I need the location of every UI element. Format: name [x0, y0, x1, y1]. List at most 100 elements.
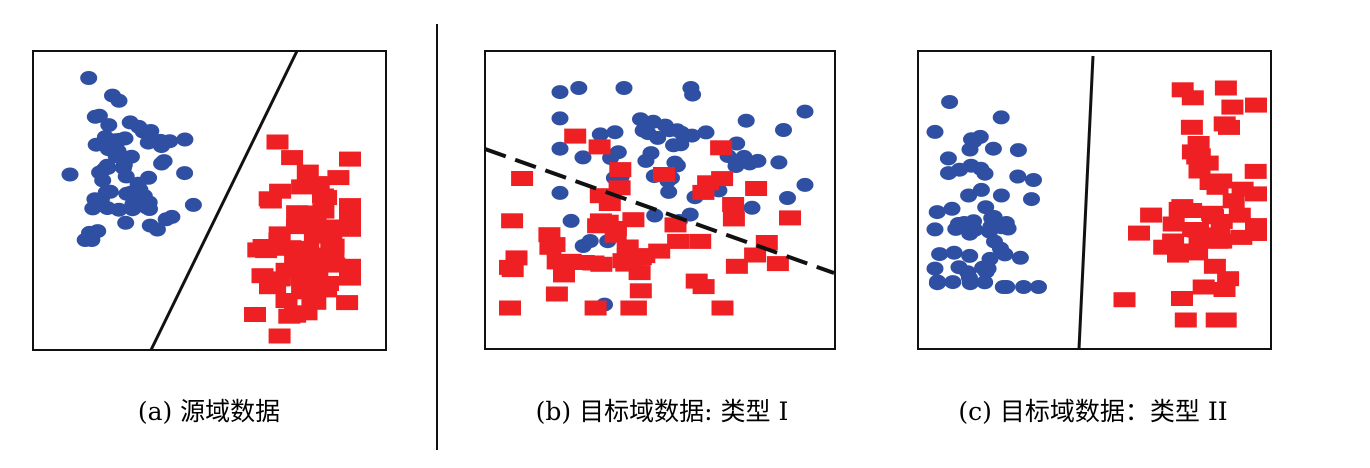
red-point: [1221, 99, 1244, 115]
blue-point: [683, 128, 701, 143]
blue-point: [96, 130, 114, 145]
blue-point: [743, 200, 761, 215]
red-point: [744, 247, 767, 263]
blue-point: [1030, 280, 1047, 294]
panel-b-frame: [484, 50, 836, 350]
red-point: [1214, 80, 1237, 96]
blue-point: [660, 184, 678, 199]
red-point: [1244, 163, 1267, 179]
blue-point: [176, 166, 194, 181]
blue-point: [961, 248, 979, 263]
blue-point: [737, 113, 755, 128]
blue-point: [117, 215, 135, 230]
blue-point: [796, 177, 814, 192]
panel-c-blue-cluster: [926, 95, 1047, 294]
blue-point: [666, 155, 684, 170]
red-point: [1205, 312, 1228, 328]
red-point: [315, 190, 338, 206]
blue-point: [985, 210, 1003, 224]
red-point: [1181, 144, 1204, 160]
red-point: [1188, 163, 1211, 179]
red-point: [307, 176, 330, 192]
red-point: [745, 181, 768, 196]
blue-point: [1023, 192, 1040, 207]
blue-point: [632, 112, 649, 127]
blue-point: [581, 234, 599, 248]
red-point: [501, 213, 524, 229]
blue-point: [779, 191, 796, 205]
red-point: [301, 250, 324, 266]
red-point: [339, 270, 361, 286]
panel-a-blue-cluster: [61, 71, 202, 247]
red-point: [1199, 175, 1222, 190]
blue-point: [570, 81, 588, 95]
red-point: [598, 196, 621, 211]
red-point: [291, 179, 314, 195]
red-point: [1180, 119, 1203, 135]
panel-a-decision-boundary: [149, 50, 299, 351]
blue-point: [941, 95, 959, 109]
red-point: [499, 300, 521, 316]
blue-point: [649, 130, 667, 145]
red-point: [1186, 245, 1209, 261]
blue-point: [86, 192, 104, 207]
blue-point: [796, 104, 814, 119]
blue-point: [551, 85, 569, 100]
blue-point: [110, 202, 128, 217]
blue-point: [926, 222, 944, 237]
blue-point: [100, 118, 118, 133]
blue-point: [960, 188, 978, 203]
blue-point: [749, 153, 767, 168]
red-point: [275, 262, 298, 278]
red-point: [1222, 193, 1245, 209]
blue-point: [977, 200, 995, 215]
red-point: [1140, 207, 1163, 223]
blue-point: [90, 108, 108, 123]
blue-point: [80, 71, 98, 85]
red-point: [779, 210, 801, 226]
blue-point: [130, 119, 148, 134]
blue-point: [61, 167, 79, 182]
blue-point: [945, 245, 963, 260]
blue-point: [117, 169, 135, 184]
blue-point: [124, 202, 142, 217]
red-point: [339, 221, 361, 237]
red-point: [667, 233, 690, 249]
panel-c-caption: (c) 目标域数据：类型 II: [958, 397, 1227, 426]
red-point: [339, 151, 361, 167]
red-point: [1245, 225, 1267, 241]
blue-point: [928, 205, 946, 220]
blue-point: [91, 165, 109, 180]
blue-point: [1011, 250, 1029, 265]
red-point: [255, 243, 278, 259]
panel-c-red-cluster: [1113, 80, 1267, 328]
red-point: [564, 128, 587, 144]
red-point: [339, 209, 361, 225]
blue-point: [972, 182, 990, 197]
blue-point: [992, 188, 1010, 203]
red-point: [1168, 201, 1191, 217]
panel-b: (b) 目标域数据: 类型 I: [484, 50, 836, 426]
red-point: [689, 233, 712, 249]
red-point: [511, 171, 534, 186]
blue-point: [615, 81, 633, 95]
blue-point: [148, 222, 166, 237]
red-point: [339, 258, 361, 274]
blue-point: [110, 93, 128, 108]
blue-point: [609, 145, 627, 160]
blue-point: [986, 234, 1003, 249]
red-point: [722, 197, 745, 212]
blue-point: [976, 275, 994, 290]
red-point: [295, 305, 318, 321]
blue-point: [637, 153, 655, 168]
red-point: [608, 180, 631, 196]
panel-a-frame: [32, 50, 387, 351]
blue-point: [646, 208, 664, 223]
blue-point: [959, 265, 977, 280]
red-point: [1128, 225, 1150, 241]
blue-point: [929, 274, 946, 289]
blue-point: [943, 201, 961, 216]
blue-point: [965, 214, 983, 229]
blue-point: [998, 280, 1016, 294]
